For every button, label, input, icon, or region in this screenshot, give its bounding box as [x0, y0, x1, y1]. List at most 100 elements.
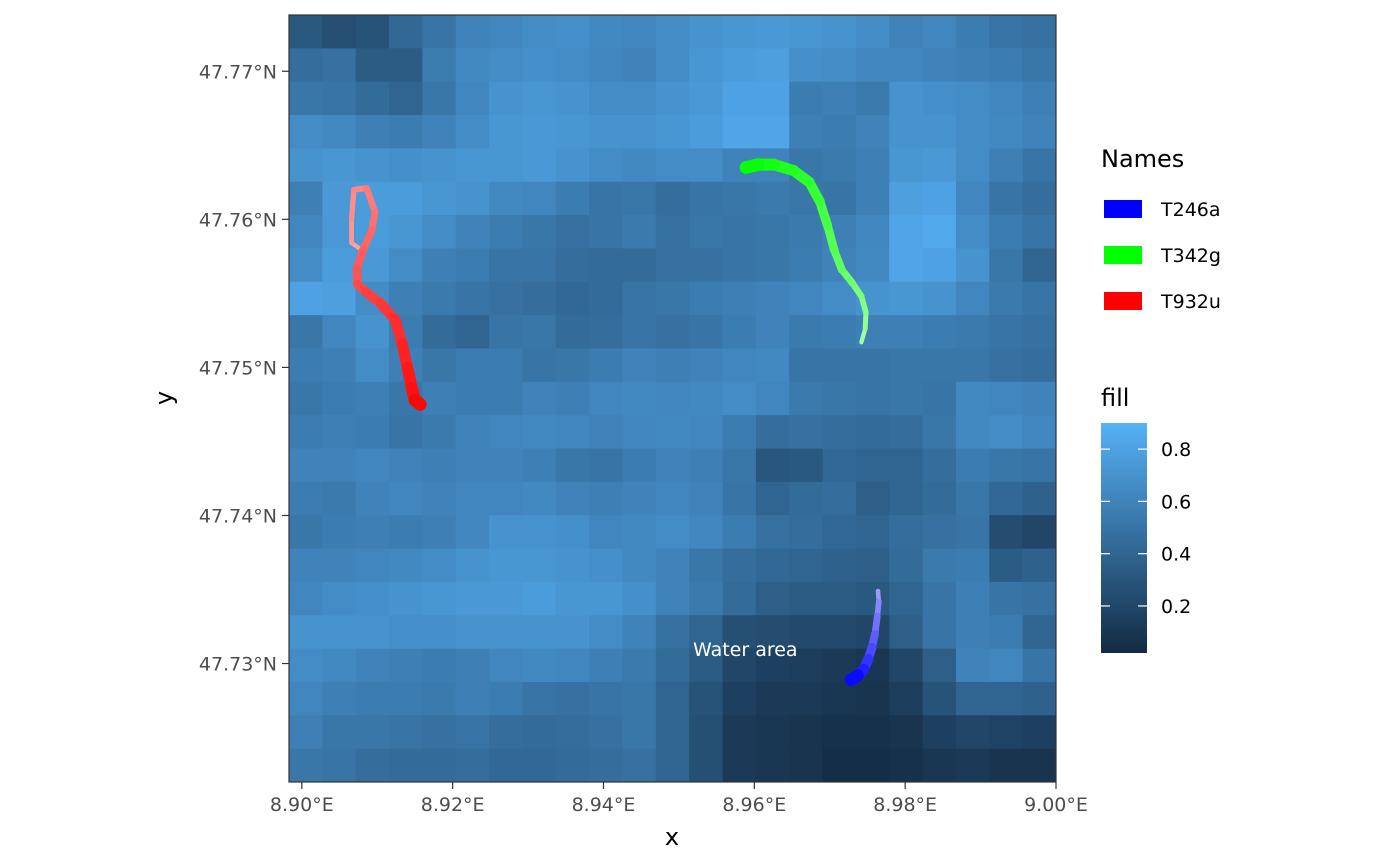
raster-cell — [889, 348, 924, 383]
raster-cell — [555, 748, 590, 782]
raster-cell — [889, 248, 924, 283]
raster-cell — [789, 281, 824, 316]
raster-cell — [289, 515, 323, 550]
raster-cell — [655, 648, 690, 683]
raster-cell — [822, 681, 857, 716]
raster-cell — [622, 315, 657, 350]
raster-cell — [989, 715, 1024, 750]
raster-cell — [789, 615, 824, 650]
raster-cell — [755, 748, 790, 782]
raster-cell — [655, 715, 690, 750]
raster-cell — [922, 148, 957, 183]
raster-cell — [822, 348, 857, 383]
raster-cell — [889, 15, 924, 49]
raster-cell — [755, 415, 790, 450]
raster-cell — [922, 15, 957, 49]
raster-cell — [355, 648, 390, 683]
raster-cell — [955, 548, 990, 583]
raster-cell — [355, 15, 390, 49]
raster-cell — [522, 281, 557, 316]
raster-cell — [889, 615, 924, 650]
raster-cell — [522, 381, 557, 416]
raster-cell — [455, 448, 490, 483]
legend-names-title: Names — [1101, 145, 1184, 173]
raster-cell — [355, 381, 390, 416]
legend-names: Names T246a T342g T932u — [1101, 145, 1221, 313]
raster-cell — [1022, 81, 1056, 116]
raster-cell — [922, 715, 957, 750]
raster-cell — [655, 215, 690, 250]
raster-cell — [289, 81, 323, 116]
raster-cell — [589, 15, 624, 49]
panel-border — [288, 14, 1057, 783]
raster-cell — [889, 415, 924, 450]
raster-cell — [622, 281, 657, 316]
raster-cell — [655, 181, 690, 216]
raster-cell — [789, 448, 824, 483]
raster-cell — [589, 681, 624, 716]
raster-cell — [622, 215, 657, 250]
raster-cell — [389, 448, 423, 483]
raster-cell — [655, 315, 690, 350]
raster-cell — [422, 681, 457, 716]
legend-fill-title: fill — [1101, 384, 1129, 412]
raster-cell — [289, 348, 323, 383]
track-T246a — [844, 588, 882, 686]
raster-cell — [389, 248, 423, 283]
raster-cell — [722, 648, 757, 683]
raster-cell — [789, 548, 824, 583]
raster-cell — [455, 648, 490, 683]
raster-cell — [789, 415, 824, 450]
raster-cell — [589, 115, 624, 149]
raster-cell — [955, 148, 990, 183]
raster-cell — [489, 681, 524, 716]
x-tick-label: 8.90°E — [270, 794, 334, 816]
raster-cell — [589, 748, 624, 782]
raster-cell — [289, 448, 323, 483]
raster-cell — [489, 281, 524, 316]
raster-cell — [489, 548, 524, 583]
raster-cell — [389, 148, 423, 183]
raster-cell — [655, 748, 690, 782]
raster-cell — [322, 348, 357, 383]
raster-cell — [989, 281, 1024, 316]
raster-cell — [455, 481, 490, 516]
raster-cell — [422, 648, 457, 683]
raster-cell — [722, 281, 757, 316]
raster-cell — [689, 515, 724, 550]
raster-cell — [455, 715, 490, 750]
raster-cell — [422, 481, 457, 516]
raster-cell — [455, 181, 490, 216]
raster-cell — [955, 748, 990, 782]
raster-cell — [989, 681, 1024, 716]
raster-cell — [322, 615, 357, 650]
x-axis-title: x — [665, 823, 679, 851]
raster-cell — [355, 715, 390, 750]
raster-cell — [955, 448, 990, 483]
raster-cell — [389, 215, 423, 250]
raster-cell — [389, 481, 423, 516]
raster-cell — [822, 748, 857, 782]
raster-cell — [655, 581, 690, 616]
raster-cell — [989, 648, 1024, 683]
raster-cell — [755, 715, 790, 750]
raster-cell — [855, 515, 890, 550]
raster-cell — [855, 381, 890, 416]
raster-cell — [755, 215, 790, 250]
raster-cell — [755, 15, 790, 49]
raster-cell — [589, 281, 624, 316]
raster-cell — [922, 415, 957, 450]
raster-cell — [555, 281, 590, 316]
raster-cell — [722, 315, 757, 350]
raster-cell — [855, 348, 890, 383]
raster-cell — [822, 315, 857, 350]
raster-cell — [755, 248, 790, 283]
raster-cell — [522, 315, 557, 350]
raster-cell — [789, 748, 824, 782]
raster-cell — [1022, 481, 1056, 516]
raster-cell — [389, 48, 423, 83]
raster-cell — [689, 748, 724, 782]
raster-cell — [355, 415, 390, 450]
raster-cell — [355, 348, 390, 383]
